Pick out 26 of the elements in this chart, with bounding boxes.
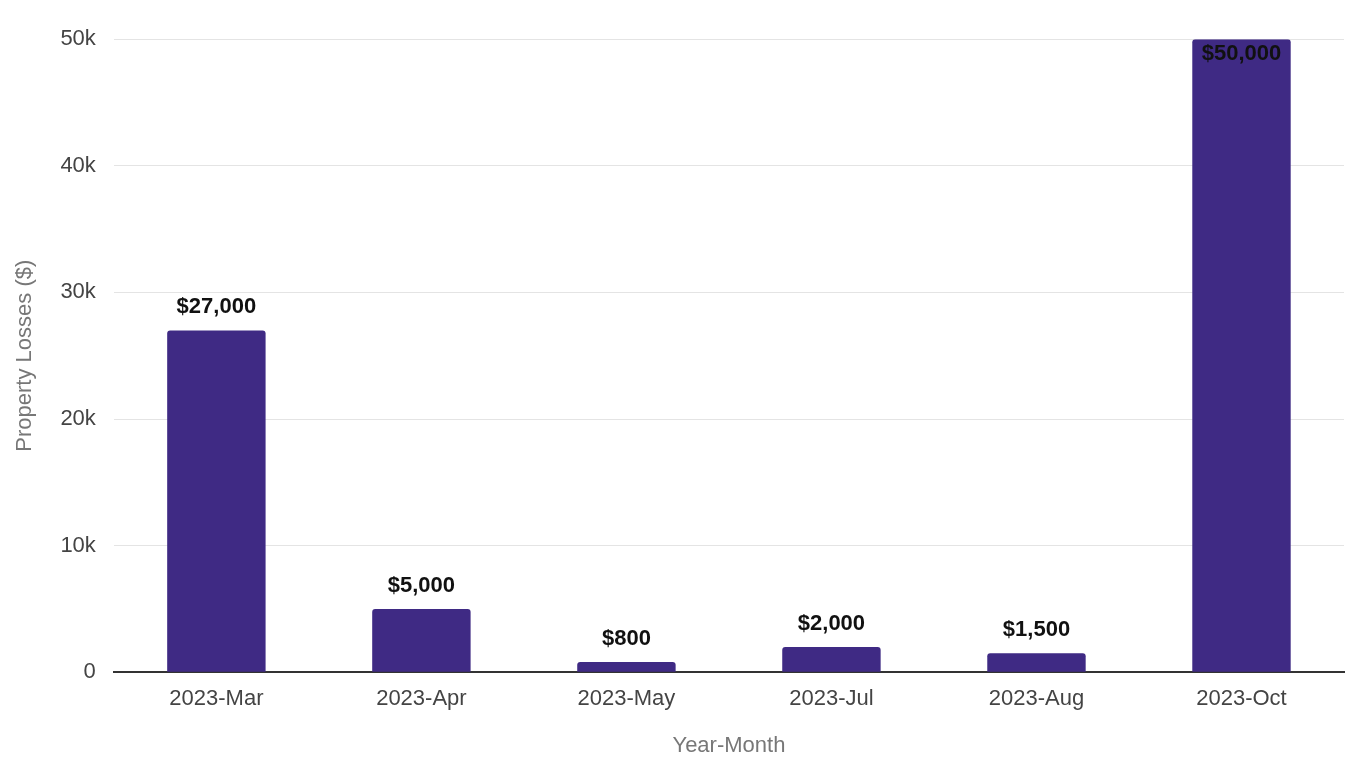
data-label: $27,000 <box>176 293 257 319</box>
y-tick-label: 40k <box>60 151 97 177</box>
bar <box>1192 39 1291 672</box>
bar <box>577 662 676 672</box>
data-label: $50,000 <box>1201 40 1282 66</box>
data-label: $1,500 <box>1002 616 1071 642</box>
x-tick-label: 2023-Jul <box>789 685 874 711</box>
bar <box>167 330 266 672</box>
x-axis-title: Year-Month <box>672 731 786 757</box>
bar <box>782 646 881 672</box>
y-tick-label: 0 <box>83 658 96 684</box>
y-tick-label: 10k <box>60 531 97 557</box>
bar <box>987 653 1086 672</box>
y-tick-label: 50k <box>60 25 97 51</box>
x-tick-label: 2023-Oct <box>1196 685 1287 711</box>
x-tick-label: 2023-Aug <box>988 685 1085 711</box>
x-tick-label: 2023-Mar <box>169 685 264 711</box>
x-tick-label: 2023-May <box>577 685 676 711</box>
data-label: $2,000 <box>797 609 866 635</box>
x-tick-label: 2023-Apr <box>376 685 467 711</box>
data-label: $5,000 <box>387 571 456 597</box>
y-tick-label: 20k <box>60 405 97 431</box>
y-tick-label: 30k <box>60 278 97 304</box>
data-label: $800 <box>601 625 651 651</box>
bar <box>372 608 471 672</box>
y-axis-title: Property Losses ($) <box>11 259 37 452</box>
